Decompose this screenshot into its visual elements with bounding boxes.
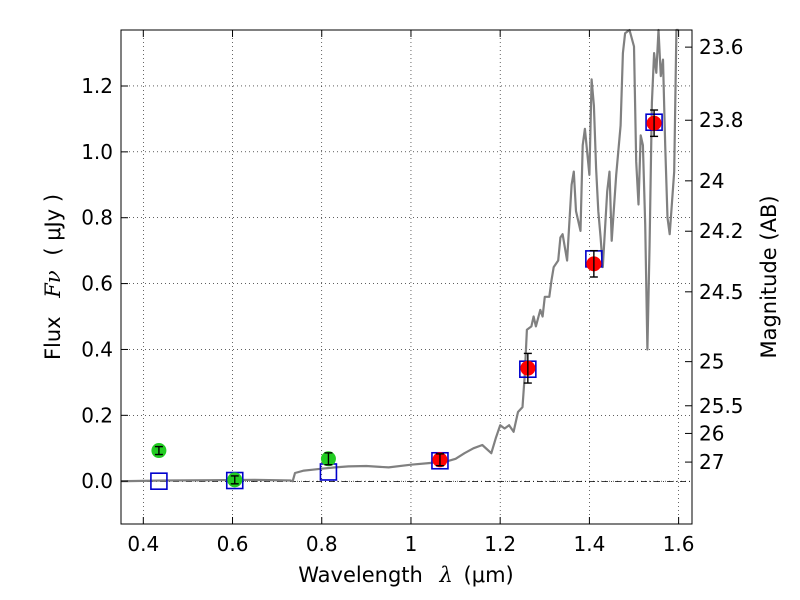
x-tick-label: 0.6 bbox=[217, 532, 249, 556]
model-square-marker bbox=[150, 472, 168, 490]
x-tick-label: 0.4 bbox=[127, 532, 159, 556]
y-tick-label: 1.2 bbox=[81, 74, 113, 98]
x-axis-label-text: Wavelength bbox=[298, 563, 423, 587]
y-tick-label: 0.6 bbox=[81, 272, 113, 296]
y2-tick-label: 27 bbox=[699, 450, 724, 474]
axis-ticks: 0.4 0.6 0.8 1 1.2 1.4 1.6 0.0 0.2 0.4 0.6 0.8 1.0 1.2… bbox=[81, 30, 744, 556]
x-axis-unit: (μm) bbox=[464, 563, 514, 587]
x-axis-symbol: λ bbox=[439, 563, 453, 587]
spectrum-line bbox=[120, 28, 679, 483]
y2-tick-label: 24.2 bbox=[699, 219, 744, 243]
y-axis-label: Flux Fν ( μJy ) bbox=[41, 194, 65, 360]
model-square-marker bbox=[319, 463, 338, 481]
y-tick-label: 0.8 bbox=[81, 206, 113, 230]
y2-tick-label: 25 bbox=[699, 350, 724, 374]
y2-tick-label: 24 bbox=[699, 169, 724, 193]
y-tick-label: 0.0 bbox=[81, 469, 113, 493]
x-tick-label: 1 bbox=[405, 532, 418, 556]
x-tick-label: 1.2 bbox=[484, 532, 516, 556]
y2-tick-label: 23.6 bbox=[699, 35, 744, 59]
y-axis-symbol: Fν bbox=[41, 270, 65, 299]
y2-tick-label: 26 bbox=[699, 421, 724, 445]
x-tick-label: 1.4 bbox=[573, 532, 605, 556]
photometry-markers bbox=[150, 109, 663, 490]
y2-tick-label: 25.5 bbox=[699, 394, 744, 418]
plot-frame bbox=[120, 29, 693, 525]
y2-axis-label: Magnitude (AB) bbox=[757, 195, 781, 358]
y-tick-label: 0.4 bbox=[81, 337, 113, 361]
y2-tick-label: 24.5 bbox=[699, 280, 744, 304]
model-spectrum bbox=[120, 28, 679, 483]
y-axis-label-text: Flux bbox=[41, 316, 65, 360]
y2-tick-label: 23.8 bbox=[699, 108, 744, 132]
y-tick-label: 1.0 bbox=[81, 140, 113, 164]
x-tick-label: 1.6 bbox=[663, 532, 695, 556]
x-tick-label: 0.8 bbox=[306, 532, 338, 556]
y-axis-unit: ( μJy ) bbox=[41, 194, 65, 256]
x-axis-label: Wavelength λ (μm) bbox=[298, 563, 513, 587]
y-tick-label: 0.2 bbox=[81, 403, 113, 427]
grid bbox=[121, 30, 692, 524]
